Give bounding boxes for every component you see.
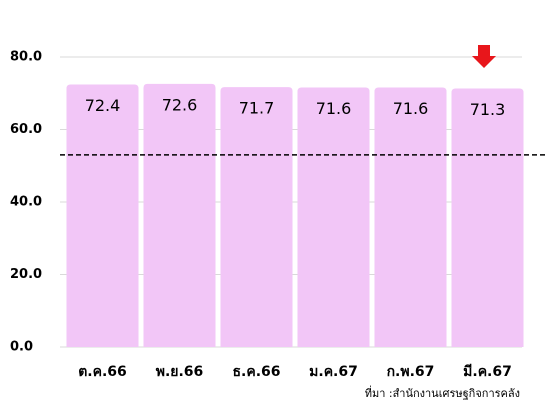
bar xyxy=(297,87,370,347)
x-tick-label: ก.พ.67 xyxy=(387,364,435,380)
bar xyxy=(220,87,293,348)
value-label: 72.6 xyxy=(162,95,198,114)
x-tick-label: มี.ค.67 xyxy=(463,364,512,380)
y-tick-label: 60.0 xyxy=(10,122,42,137)
value-label: 71.3 xyxy=(470,100,506,119)
down-arrow-icon xyxy=(472,45,496,68)
x-tick-label: ม.ค.67 xyxy=(309,364,358,380)
source-note: ที่มา :สำนักงานเศรษฐกิจการคลัง xyxy=(365,385,520,400)
y-tick-label: 40.0 xyxy=(10,195,42,210)
value-label: 71.6 xyxy=(393,99,429,118)
bar xyxy=(66,84,139,348)
y-tick-label: 80.0 xyxy=(10,50,42,65)
bar xyxy=(451,88,524,347)
value-label: 72.4 xyxy=(85,96,121,115)
x-tick-label: พ.ย.66 xyxy=(156,364,204,380)
y-tick-label: 20.0 xyxy=(10,267,42,282)
bar xyxy=(374,87,447,347)
value-label: 71.6 xyxy=(316,99,352,118)
x-tick-label: ธ.ค.66 xyxy=(232,364,280,380)
y-tick-label: 0.0 xyxy=(10,340,33,355)
value-label: 71.7 xyxy=(239,99,275,118)
x-tick-label: ต.ค.66 xyxy=(78,364,127,380)
bar xyxy=(143,83,216,347)
